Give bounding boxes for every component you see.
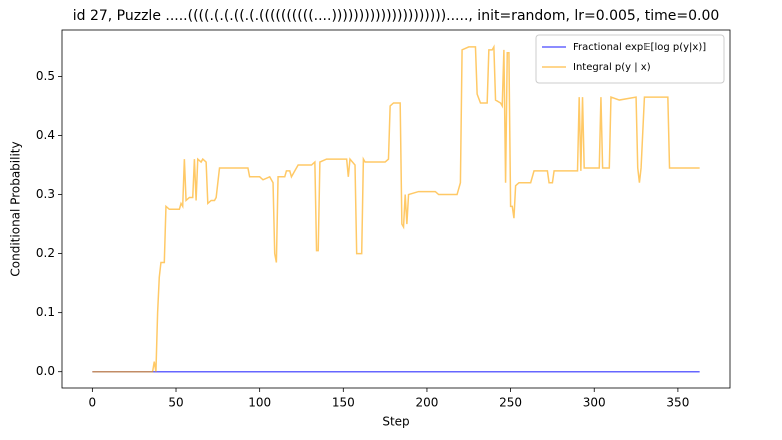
x-axis-label: Step — [382, 415, 409, 429]
y-tick-label: 0.1 — [36, 305, 55, 319]
x-tick-label: 350 — [666, 396, 689, 410]
y-tick-label: 0.4 — [36, 128, 55, 142]
y-tick-label: 0.3 — [36, 187, 55, 201]
legend-box — [535, 34, 725, 84]
x-tick-label: 150 — [332, 396, 355, 410]
x-tick-label: 50 — [168, 396, 183, 410]
legend-label: Fractional exp𝔼[log p(y|x)] — [573, 42, 706, 53]
plot-frame — [61, 29, 731, 389]
x-tick-label: 200 — [415, 396, 438, 410]
x-tick-label: 300 — [583, 396, 606, 410]
x-tick-label: 250 — [499, 396, 522, 410]
legend-label: Integral p(y | x) — [573, 62, 651, 73]
y-tick-label: 0.2 — [36, 246, 55, 260]
y-axis-label: Conditional Probability — [9, 141, 23, 276]
series-line — [92, 44, 700, 373]
x-tick-label: 100 — [248, 396, 271, 410]
chart-title: id 27, Puzzle .....((((.(.(.((.(.(((((((… — [73, 8, 720, 24]
x-tick-label: 0 — [89, 396, 97, 410]
y-tick-label: 0.0 — [36, 364, 55, 378]
y-tick-label: 0.5 — [36, 69, 55, 83]
